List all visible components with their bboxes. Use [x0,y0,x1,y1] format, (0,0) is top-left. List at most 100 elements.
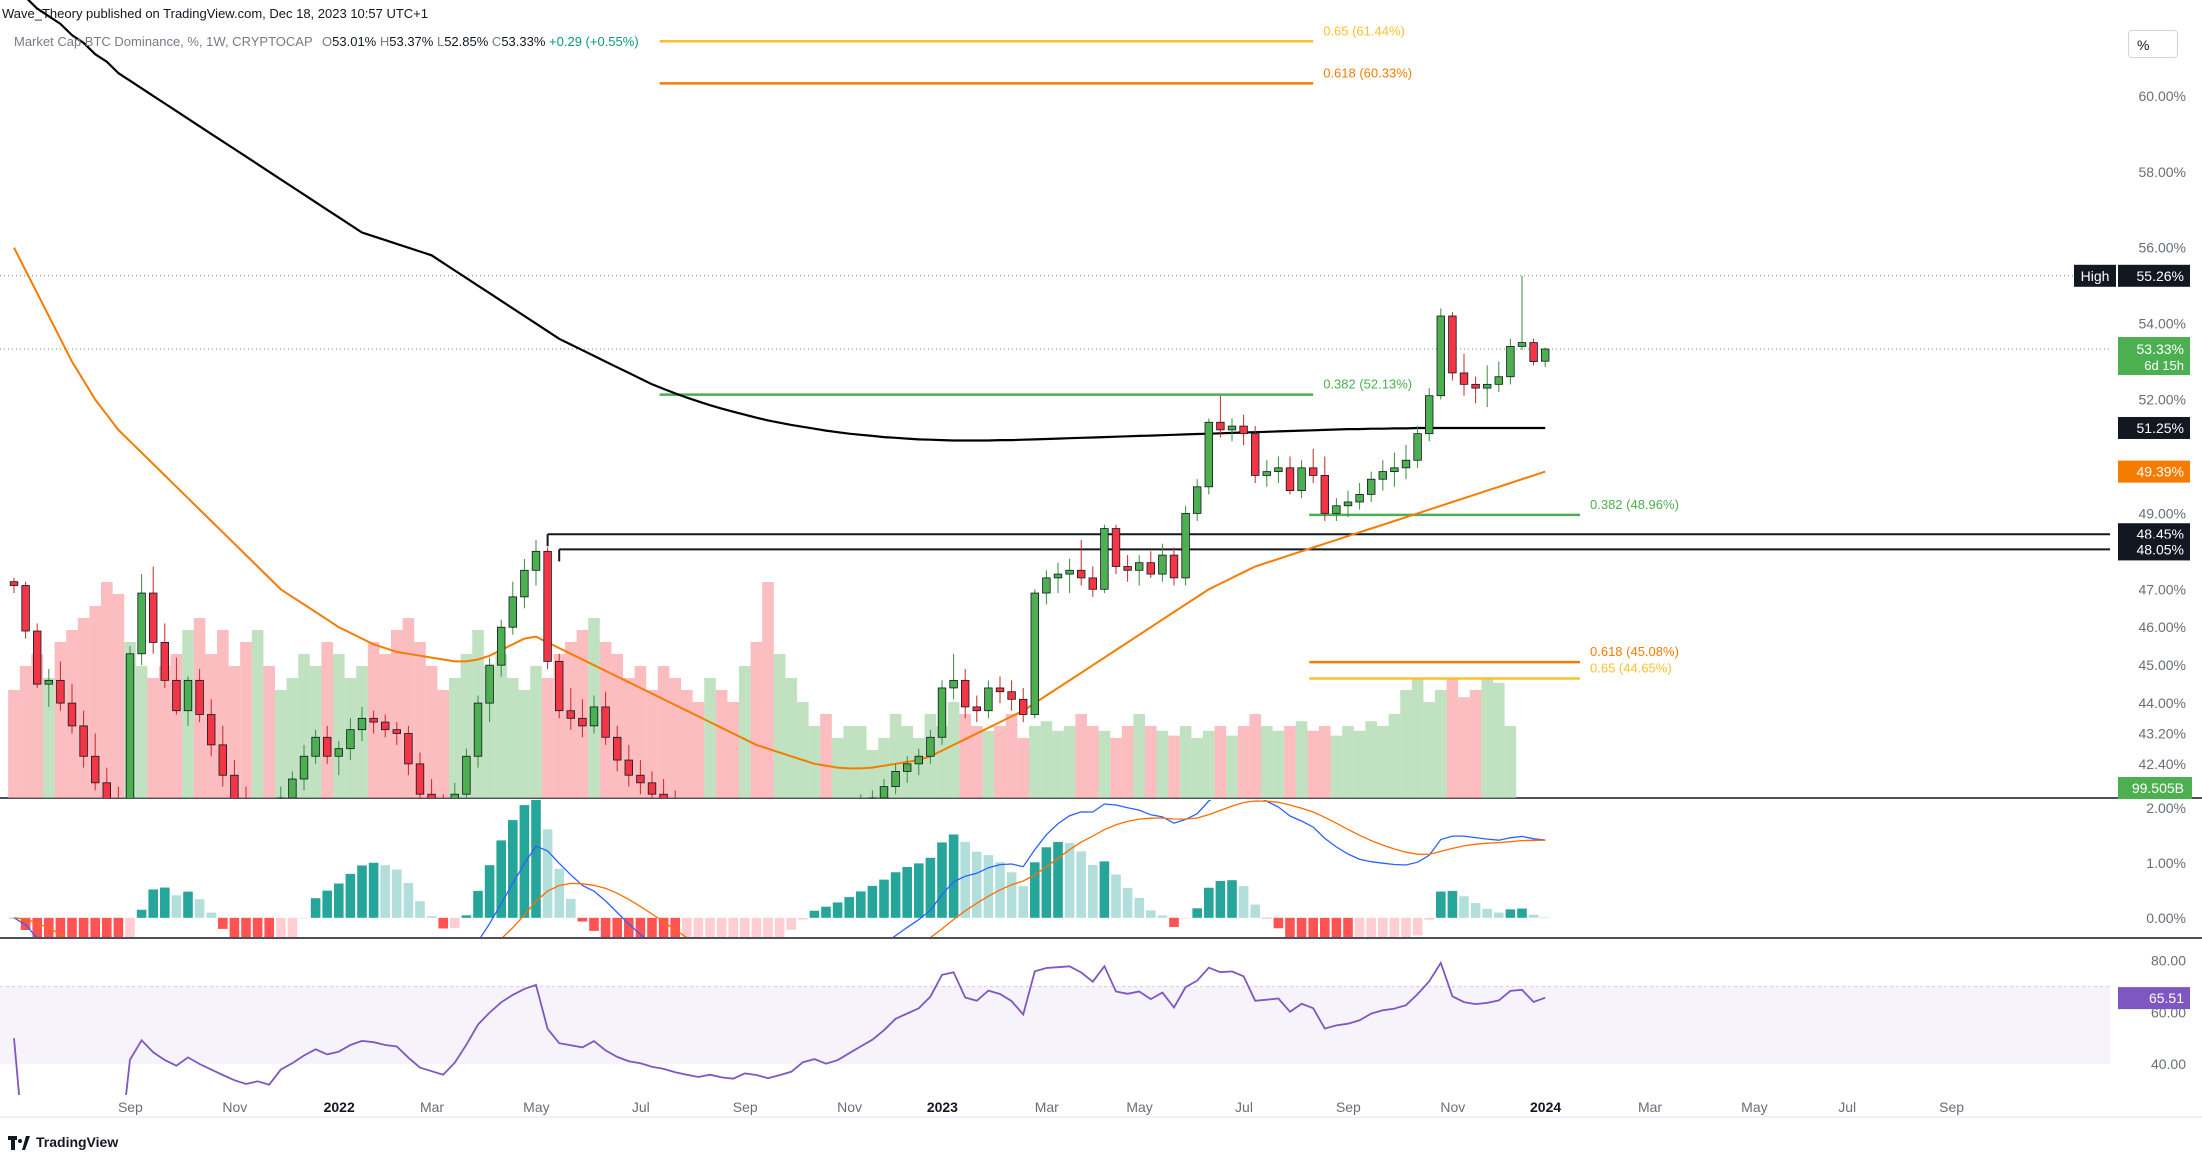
candle[interactable] [995,676,1005,704]
candle[interactable] [195,668,204,723]
candle[interactable] [1100,524,1109,594]
candle[interactable] [1285,456,1295,495]
candle[interactable] [102,767,111,817]
candle[interactable] [1251,426,1260,484]
candle[interactable] [1448,312,1457,381]
candle[interactable] [1030,589,1039,719]
candle[interactable] [1425,388,1434,442]
candle[interactable] [972,695,981,723]
candle[interactable] [1135,555,1144,586]
candle[interactable] [903,756,912,783]
candle[interactable] [1413,426,1422,468]
candle[interactable] [1169,547,1179,586]
candle[interactable] [1529,338,1538,366]
candle[interactable] [868,790,877,817]
candle[interactable] [473,695,483,768]
candle[interactable] [9,577,19,594]
candle[interactable] [369,710,378,734]
candle[interactable] [799,813,807,840]
candlestick-series[interactable] [9,275,1550,855]
candle[interactable] [148,566,158,654]
candle[interactable] [1297,460,1306,499]
candle[interactable] [1158,543,1167,582]
rsi-line[interactable] [13,960,1546,1157]
candle[interactable] [984,680,993,719]
candle[interactable] [1019,687,1028,723]
candle[interactable] [160,623,169,688]
candle[interactable] [230,760,239,821]
candle[interactable] [1367,471,1376,502]
percent-scale-button[interactable]: % [2128,30,2178,58]
macd-indicator[interactable] [9,788,1550,1025]
candle[interactable] [1227,418,1237,442]
candle[interactable] [1506,338,1515,385]
candle[interactable] [1042,570,1051,605]
candle[interactable] [601,691,610,745]
candle[interactable] [1181,505,1190,586]
candle[interactable] [753,817,761,840]
candle[interactable] [729,817,737,844]
candle[interactable] [242,786,250,840]
candle[interactable] [137,574,146,666]
candle[interactable] [764,821,772,844]
candle[interactable] [1065,558,1074,594]
candle[interactable] [415,752,425,801]
candle[interactable] [254,802,262,848]
candle[interactable] [1517,275,1527,351]
candle[interactable] [311,729,320,764]
candle[interactable] [613,725,622,772]
candle[interactable] [845,806,853,833]
candle[interactable] [914,748,923,776]
candle[interactable] [1541,347,1550,368]
candle[interactable] [1390,452,1399,487]
candle[interactable] [1007,680,1016,711]
candle[interactable] [67,684,77,734]
candle[interactable] [44,668,53,707]
candle[interactable] [1483,365,1492,408]
candle[interactable] [624,744,633,787]
candle[interactable] [834,809,842,836]
candle[interactable] [288,771,297,809]
candle[interactable] [33,623,42,688]
candle[interactable] [1111,524,1121,575]
candle[interactable] [879,779,889,806]
candle[interactable] [949,653,958,700]
candle[interactable] [21,581,30,639]
time-axis[interactable]: Sep Nov 2022 Mar May Jul Sep Nov 2023 Mar May Jul Se… [118,1099,1964,1115]
candle[interactable] [346,718,355,761]
candle[interactable] [1401,445,1411,480]
candle[interactable] [1239,414,1248,446]
macd-signal-line[interactable] [13,800,1546,999]
candle[interactable] [125,646,135,824]
candle[interactable] [683,798,691,828]
candle[interactable] [787,821,795,848]
candle[interactable] [695,806,703,836]
candle[interactable] [647,771,657,805]
candle[interactable] [961,668,970,719]
candle[interactable] [299,744,309,791]
candle[interactable] [1309,448,1318,484]
candle[interactable] [671,790,679,820]
candle[interactable] [496,619,506,677]
candle[interactable] [578,699,587,738]
candle[interactable] [1436,308,1445,400]
candle[interactable] [531,539,541,586]
candle[interactable] [115,786,123,836]
rsi-indicator[interactable] [0,960,2110,1157]
candle[interactable] [1053,562,1063,594]
candle[interactable] [1471,376,1480,404]
candle[interactable] [636,760,645,795]
candle[interactable] [56,661,65,711]
candle[interactable] [404,725,413,776]
candle[interactable] [91,733,100,791]
price-axis[interactable]: 60.00%58.00%56.00%54.00%52.00%50.00%49.0… [2139,88,2186,772]
candle[interactable] [1320,456,1329,521]
candle[interactable] [741,821,749,848]
candle[interactable] [508,581,517,635]
candle[interactable] [392,722,401,745]
candle[interactable] [1216,395,1225,438]
candle[interactable] [589,695,599,734]
candle[interactable] [555,653,564,719]
candle[interactable] [926,729,935,764]
candle[interactable] [1123,555,1132,582]
